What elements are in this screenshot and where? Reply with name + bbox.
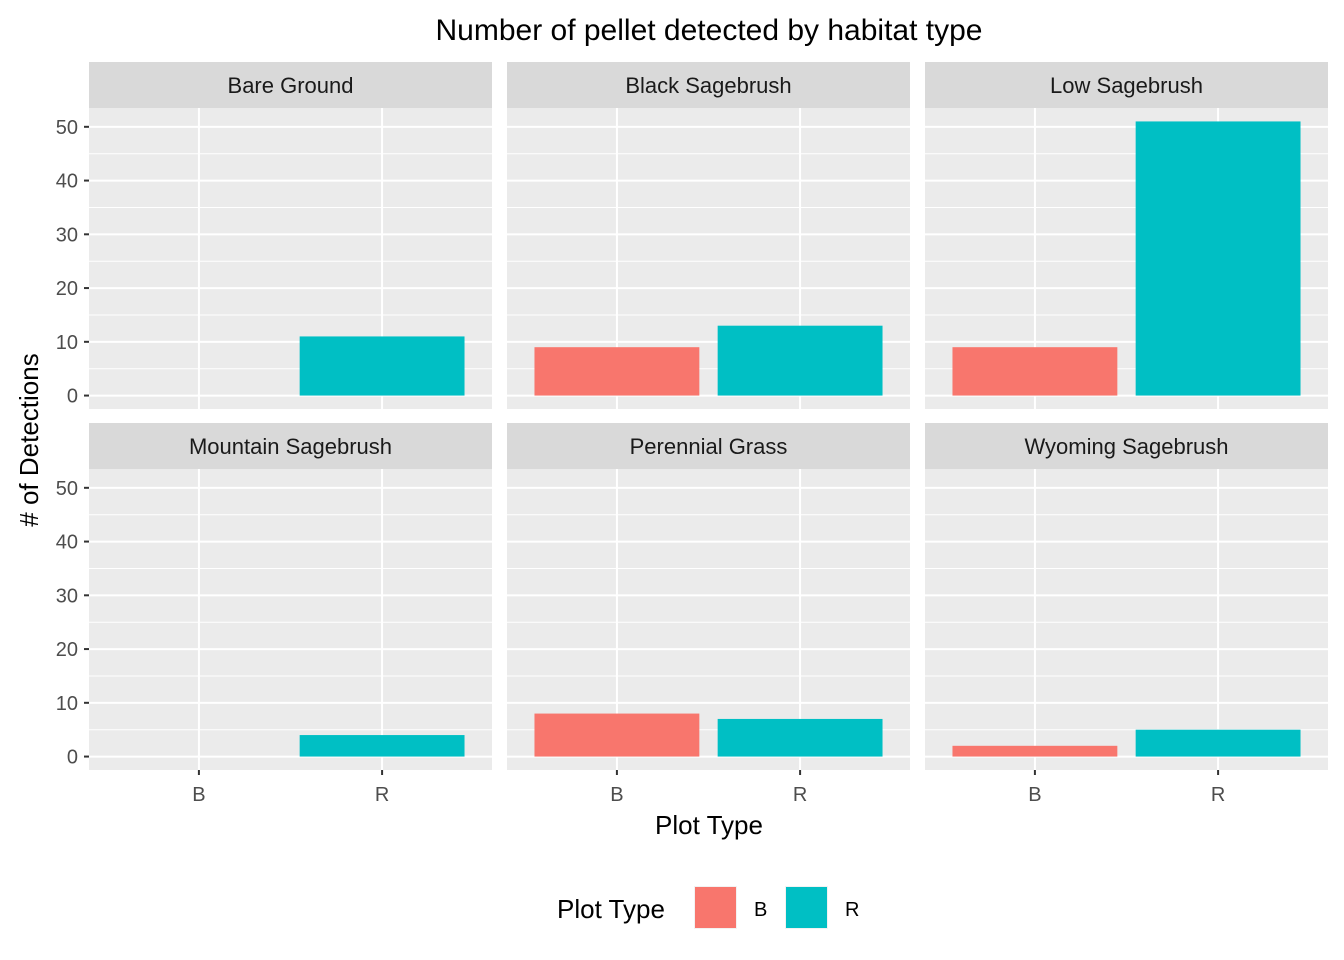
facet-strip-label: Perennial Grass — [630, 434, 788, 459]
y-axis-title: # of Detections — [14, 353, 44, 526]
bar — [534, 347, 700, 396]
legend-key — [786, 887, 827, 928]
y-tick-label: 30 — [56, 224, 78, 246]
x-tick-label: B — [610, 784, 623, 806]
y-tick-label: 50 — [56, 117, 78, 139]
facet-panel: Wyoming Sagebrush B R — [925, 423, 1328, 806]
bar — [299, 336, 465, 396]
y-tick-label: 0 — [67, 747, 78, 769]
y-tick-label: 30 — [56, 585, 78, 607]
facet-panels: Bare Ground 0 10 20 30 40 50 Black Sagebrush Low… — [56, 62, 1328, 806]
facet-strip-label: Low Sagebrush — [1050, 73, 1203, 98]
y-tick-label: 50 — [56, 478, 78, 500]
facet-strip-label: Mountain Sagebrush — [189, 434, 392, 459]
chart-title: Number of pellet detected by habitat typ… — [435, 14, 982, 47]
facet-strip-label: Black Sagebrush — [625, 73, 791, 98]
facet-panel: Black Sagebrush — [507, 62, 910, 409]
bar — [1135, 121, 1301, 396]
facet-panel: Mountain Sagebrush 0 10 20 30 40 50 B R — [56, 423, 492, 806]
x-tick-label: B — [1028, 784, 1041, 806]
bar — [952, 347, 1118, 396]
facet-strip — [507, 62, 910, 108]
facet-strip — [925, 423, 1328, 469]
y-tick-label: 10 — [56, 693, 78, 715]
bar — [1135, 729, 1301, 757]
facet-strip — [89, 423, 492, 469]
x-tick-label: R — [375, 784, 389, 806]
bar — [299, 735, 465, 757]
bar — [534, 713, 700, 757]
x-tick-label: R — [793, 784, 807, 806]
facet-strip — [89, 62, 492, 108]
facet-strip-label: Bare Ground — [228, 73, 354, 98]
panel-background — [89, 469, 492, 770]
bar — [717, 718, 883, 757]
facet-panel: Perennial Grass B R — [507, 423, 910, 806]
bar — [952, 745, 1118, 757]
legend: Plot Type B R — [557, 886, 859, 929]
x-axis-title: Plot Type — [655, 810, 763, 840]
legend-key — [695, 887, 736, 928]
y-tick-label: 0 — [67, 386, 78, 408]
y-tick-label: 20 — [56, 639, 78, 661]
facet-panel: Low Sagebrush — [925, 62, 1328, 409]
y-tick-label: 20 — [56, 278, 78, 300]
y-tick-label: 40 — [56, 532, 78, 554]
facet-strip-label: Wyoming Sagebrush — [1024, 434, 1228, 459]
legend-title: Plot Type — [557, 894, 665, 924]
panel-background — [925, 469, 1328, 770]
x-tick-label: R — [1211, 784, 1225, 806]
legend-label: R — [845, 899, 859, 921]
legend-label: B — [754, 899, 767, 921]
bar — [717, 325, 883, 396]
y-tick-label: 40 — [56, 171, 78, 193]
facet-strip — [925, 62, 1328, 108]
facet-strip — [507, 423, 910, 469]
facet-panel: Bare Ground 0 10 20 30 40 50 — [56, 62, 492, 409]
x-tick-label: B — [192, 784, 205, 806]
y-tick-label: 10 — [56, 332, 78, 354]
